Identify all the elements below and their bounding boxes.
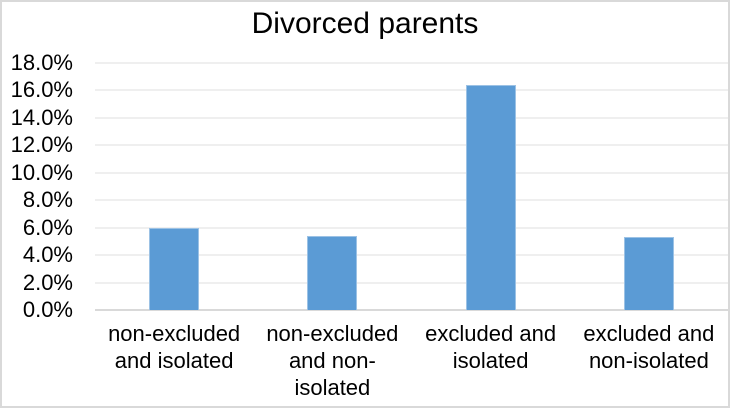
x-axis: non-excluded and isolated non-excluded an… — [95, 320, 728, 406]
y-axis-tick-label: 4.0% — [22, 242, 73, 268]
x-axis-category-label: non-excluded and isolated — [108, 321, 241, 373]
y-axis-tick-label: 10.0% — [10, 159, 73, 185]
bar — [307, 235, 358, 310]
chart-title: Divorced parents — [251, 7, 479, 40]
bar — [623, 237, 674, 310]
x-axis-line — [95, 309, 728, 311]
y-axis: 0.0% 2.0% 4.0% 6.0% 8.0% 10.0% 12.0% 14.0% 16.0%… — [2, 2, 73, 406]
gridline — [95, 199, 728, 202]
y-axis-tick-label: 6.0% — [22, 214, 73, 240]
gridline — [95, 226, 728, 229]
gridline — [95, 116, 728, 119]
plot-area — [95, 62, 728, 311]
x-axis-category-label: non-excluded and non- isolated — [266, 321, 399, 400]
y-axis-tick-label: 18.0% — [10, 50, 73, 75]
gridline — [95, 62, 728, 64]
y-axis-tick-label: 8.0% — [22, 187, 73, 213]
gridline — [95, 281, 728, 284]
bar — [149, 227, 200, 310]
bar — [465, 84, 516, 310]
y-axis-tick-label: 12.0% — [10, 132, 73, 158]
y-axis-tick-label: 2.0% — [22, 269, 73, 295]
y-axis-tick-label: 0.0% — [22, 297, 73, 322]
gridline — [95, 254, 728, 257]
x-axis-category-label: excluded and non-isolated — [583, 321, 715, 373]
x-axis-category-label: excluded and isolated — [425, 321, 557, 373]
y-axis-tick-label: 16.0% — [10, 77, 73, 103]
gridline — [95, 144, 728, 147]
y-axis-tick-label: 14.0% — [10, 104, 73, 130]
gridline — [95, 89, 728, 92]
gridline — [95, 171, 728, 174]
